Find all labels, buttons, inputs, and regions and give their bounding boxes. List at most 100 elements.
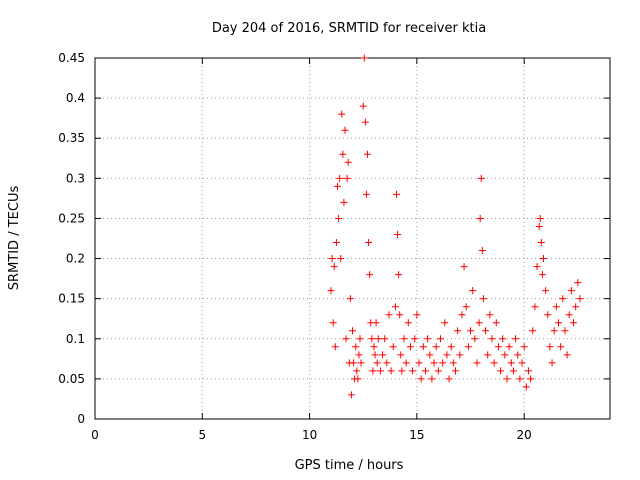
data-point [385, 311, 393, 319]
x-axis-title: GPS time / hours [295, 458, 404, 473]
data-point [368, 335, 376, 343]
data-point [522, 383, 530, 391]
data-point [352, 343, 360, 351]
data-point [372, 319, 380, 327]
data-point [499, 335, 507, 343]
data-point [400, 335, 408, 343]
y-tick-label: 0 [77, 412, 85, 426]
data-point [383, 359, 391, 367]
data-point [360, 54, 368, 62]
data-point [542, 287, 550, 295]
data-point [421, 367, 429, 375]
data-point [557, 343, 565, 351]
data-point [436, 335, 444, 343]
data-point [452, 367, 459, 375]
data-point [471, 335, 479, 343]
y-tick-label: 0.15 [58, 292, 85, 306]
data-point [443, 351, 451, 359]
data-point [567, 287, 575, 295]
data-point [389, 343, 397, 351]
data-point [563, 351, 571, 359]
data-point [539, 255, 547, 263]
data-point [329, 319, 337, 327]
data-point [538, 271, 546, 279]
data-point [574, 279, 582, 287]
data-point [492, 319, 500, 327]
data-point [509, 367, 517, 375]
data-point [353, 367, 361, 375]
ticks: 0 0.05 0.1 0.15 0.2 0.25 0.3 0.35 0.4 0.45 0 5 10 15 2… [58, 51, 610, 442]
x-tick-label: 0 [91, 428, 99, 442]
x-tick-label: 20 [517, 428, 532, 442]
y-tick-label: 0.35 [58, 131, 85, 145]
data-point [497, 367, 505, 375]
data-point [565, 311, 573, 319]
data-point [531, 303, 539, 311]
data-point [537, 239, 545, 247]
data-point [398, 367, 406, 375]
data-point [527, 375, 535, 383]
x-tick-label: 15 [409, 428, 424, 442]
data-point [507, 359, 515, 367]
data-point [424, 335, 432, 343]
data-point [335, 214, 343, 222]
data-point [330, 263, 338, 271]
y-tick-label: 0.1 [66, 332, 85, 346]
data-point [505, 343, 513, 351]
data-point [336, 174, 344, 182]
data-point [473, 359, 481, 367]
data-point [488, 335, 496, 343]
data-point [361, 118, 369, 126]
data-point [327, 287, 335, 295]
data-point [447, 343, 455, 351]
data-point [512, 335, 520, 343]
data-point [402, 359, 410, 367]
data-point [478, 247, 486, 255]
y-tick-label: 0.25 [58, 211, 85, 225]
data-point [379, 351, 387, 359]
data-point [346, 295, 354, 303]
data-point [343, 174, 351, 182]
data-point [357, 359, 365, 367]
data-point [476, 214, 484, 222]
data-point [354, 375, 362, 383]
x-tick-label: 5 [198, 428, 206, 442]
data-point [355, 351, 363, 359]
data-point [467, 327, 475, 335]
data-point [548, 359, 556, 367]
data-point [536, 214, 544, 222]
plot-frame [94, 57, 611, 420]
data-point [371, 351, 379, 359]
data-point [484, 351, 492, 359]
data-point [417, 375, 425, 383]
data-point [362, 190, 370, 198]
data-point [340, 198, 348, 206]
data-point [344, 158, 352, 166]
data-point [426, 351, 434, 359]
data-point [501, 351, 509, 359]
data-point [550, 327, 558, 335]
data-point [409, 367, 417, 375]
data-point [338, 110, 346, 118]
y-tick-label: 0.4 [66, 91, 85, 105]
data-point [456, 351, 464, 359]
data-point [328, 255, 336, 263]
data-point [524, 367, 532, 375]
chart-title: Day 204 of 2016, SRMTID for receiver kti… [212, 21, 486, 36]
data-point [434, 367, 442, 375]
data-point [394, 230, 402, 238]
data-point [462, 303, 470, 311]
data-point [341, 126, 349, 134]
data-point [514, 351, 522, 359]
data-point [428, 375, 436, 383]
data-point [490, 359, 498, 367]
data-point [445, 375, 453, 383]
data-point [333, 182, 341, 190]
data-point [572, 303, 580, 311]
data-point [397, 351, 405, 359]
data-point [374, 335, 382, 343]
data-point [387, 367, 395, 375]
data-point [464, 343, 472, 351]
data-point [364, 150, 372, 158]
data-point [404, 319, 412, 327]
